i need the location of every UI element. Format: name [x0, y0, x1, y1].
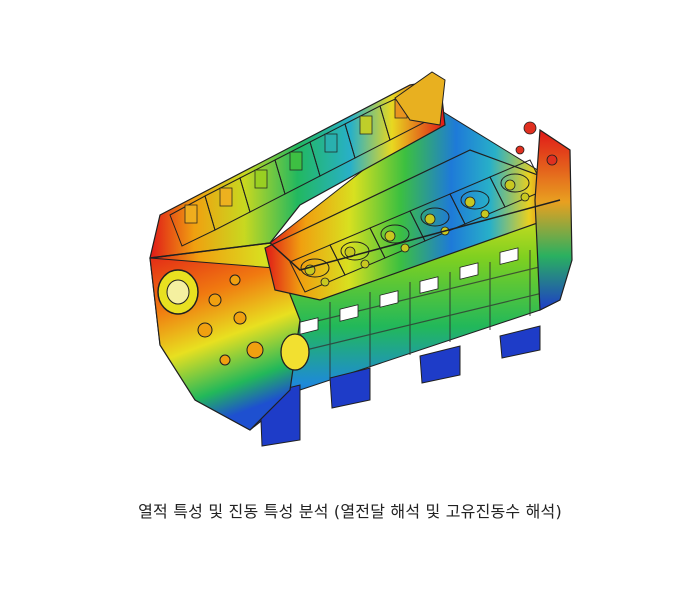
- figure-caption: 열적 특성 및 진동 특성 분석 (열전달 해석 및 고유진동수 해석): [138, 502, 562, 521]
